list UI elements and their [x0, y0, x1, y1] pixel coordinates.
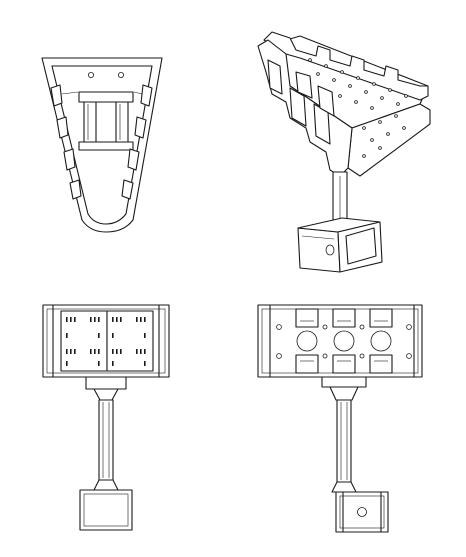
top-view-mount-hole [88, 72, 95, 79]
side-view-large-hole [370, 330, 392, 352]
front-view [42, 304, 170, 531]
front-view-holes [66, 317, 146, 366]
side-view-slot-tabs [295, 308, 393, 374]
iso-plate-holes [308, 58, 408, 158]
side-view-large-hole [296, 330, 318, 352]
iso-frame-slots [267, 59, 335, 145]
top-view-bracket-bottom-flange [78, 141, 134, 151]
top-view-plate-inner-edge [51, 65, 153, 225]
side-view-small-holes [276, 324, 412, 359]
front-view-foot [79, 489, 133, 531]
top-view-bracket-web-right [115, 101, 129, 143]
top-view [41, 57, 163, 233]
front-view-neck [85, 376, 127, 390]
side-view-large-hole [333, 330, 355, 352]
front-view-base-collar [93, 479, 119, 491]
side-view [257, 304, 423, 533]
isometric-view [257, 31, 431, 273]
top-view-bracket-web-left [83, 101, 97, 143]
top-view-right-tabs [121, 84, 153, 200]
side-view-collar [329, 386, 359, 401]
front-view-left-panel [60, 310, 108, 372]
front-view-shaft [98, 399, 114, 481]
top-view-bracket-top-flange [78, 91, 134, 103]
side-view-shaft [336, 399, 352, 483]
iso-foot-hole [325, 244, 335, 256]
iso-back-rail [263, 31, 429, 101]
side-view-neck [321, 376, 367, 388]
side-view-foot-hole [357, 507, 367, 517]
front-view-collar [93, 388, 119, 401]
top-view-left-tabs [50, 84, 82, 200]
iso-foot-side [337, 221, 383, 273]
front-view-right-panel [106, 310, 154, 372]
side-view-base-collar [331, 481, 357, 493]
top-view-mount-hole [118, 72, 125, 79]
